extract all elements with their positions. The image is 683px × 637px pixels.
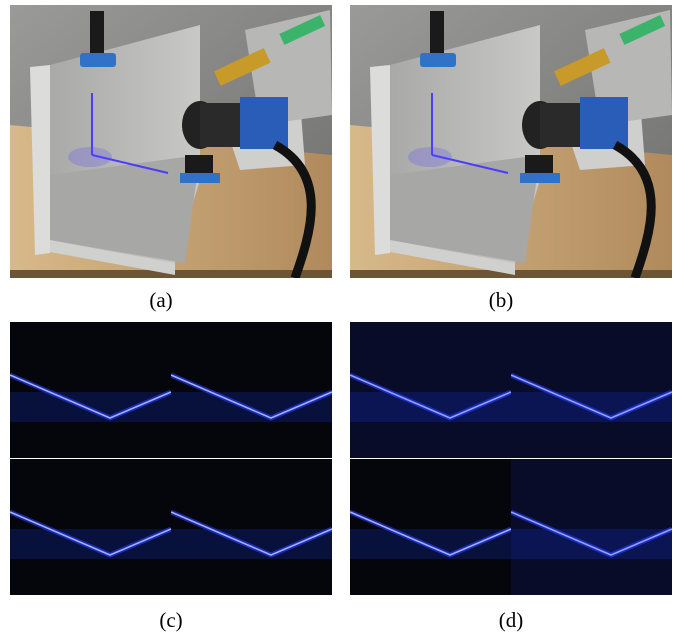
panel-label: (a) (149, 288, 172, 312)
photo-b (350, 5, 672, 278)
panel-label: (d) (499, 608, 524, 632)
image-d (350, 322, 672, 595)
panel-label: (c) (159, 608, 182, 632)
photo-a (10, 5, 332, 278)
image-c (10, 322, 332, 595)
figure: (a) (b) (c) (d) (0, 0, 683, 637)
panel-label: (b) (489, 288, 514, 312)
